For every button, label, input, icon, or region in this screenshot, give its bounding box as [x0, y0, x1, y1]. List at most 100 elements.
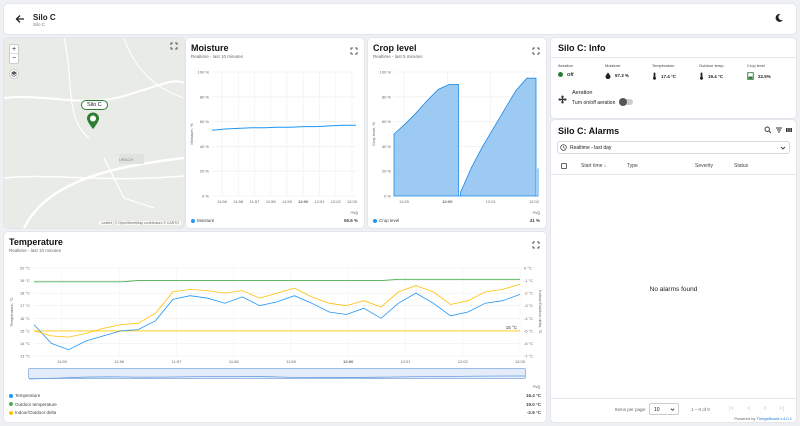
y-tick-label-right: -4 °C — [524, 316, 533, 321]
y-tick-label: 40 % — [382, 144, 392, 149]
column-severity[interactable]: Severity — [695, 163, 714, 169]
y-tick-label-right: -3 °C — [524, 303, 533, 308]
info-label: Moisture — [605, 63, 621, 68]
column-start-time[interactable]: Start time ↓ — [581, 163, 606, 169]
fan-icon — [558, 95, 567, 104]
y-tick-label: 20 % — [382, 169, 392, 174]
status-dot-icon — [558, 72, 563, 77]
zoom-in-button[interactable]: + — [10, 46, 18, 54]
search-icon[interactable] — [764, 126, 772, 134]
moisture-legend-item[interactable]: Moisture — [191, 218, 214, 223]
columns-icon[interactable] — [785, 126, 793, 134]
crop-point — [471, 167, 472, 168]
empty-state-message: No alarms found — [649, 286, 698, 293]
map-marker-label[interactable]: Silo C — [81, 100, 108, 110]
info-title: Silo C: Info — [558, 43, 606, 53]
time-window-select[interactable]: Realtime - last day — [557, 141, 790, 154]
aeration-toggle[interactable] — [619, 98, 633, 106]
zoom-control: + − — [9, 44, 19, 64]
map-widget[interactable]: + − Silo C URACH Leaflet | © OpenStreetM… — [4, 38, 184, 228]
map-attribution[interactable]: Leaflet | © OpenStreetMap contributors ©… — [99, 221, 181, 225]
y-tick-label: 0 % — [202, 194, 209, 199]
y-tick-label-left: 15 °C — [20, 328, 30, 333]
x-tick-label: 11:57 — [172, 359, 182, 364]
layers-button[interactable] — [9, 69, 19, 79]
fullscreen-icon[interactable] — [532, 241, 540, 249]
crop-legend-label: Crop level — [379, 218, 400, 223]
items-per-page-value: 10 — [654, 407, 660, 413]
x-tick-label: 11:59 — [286, 359, 296, 364]
temperature-title: Temperature — [9, 237, 63, 247]
crop-point — [393, 133, 395, 135]
fullscreen-icon[interactable] — [532, 47, 540, 55]
temperature-chart[interactable]: 20 °C 0 °C 19 °C -1 °C 18 °C -2 °C 17 °C -3 °C 1… — [4, 256, 546, 386]
fullscreen-icon[interactable] — [350, 47, 358, 55]
zoom-out-button[interactable]: − — [11, 55, 17, 62]
y-tick-label: 40 % — [200, 144, 210, 149]
info-value: 19.4 °C — [708, 73, 724, 79]
moisture-chart[interactable]: 100 % 80 % 60 % 40 % 20 % 0 % 11:56 11:58 11:57 1… — [186, 60, 364, 210]
crop-chart[interactable]: 100 % 80 % 60 % 40 % 20 % 0 % 11:59 12:00 12:01 1… — [368, 60, 546, 210]
y-tick-label: 80 % — [200, 94, 210, 99]
y-axis-label-left: Temperature, °C — [9, 297, 14, 326]
x-tick-label: 11:59 — [399, 199, 409, 204]
moisture-series-line — [211, 124, 356, 131]
crop-point — [460, 191, 461, 193]
y-axis-label: Crop level, % — [371, 122, 376, 146]
map-marker-icon[interactable] — [86, 112, 100, 130]
y-tick-label-right: -2 °C — [524, 291, 533, 296]
previous-page-button[interactable]: < — [747, 406, 751, 412]
info-temperature: Temperature 17.4 °C — [652, 63, 676, 80]
legend-label: Temperature — [15, 393, 41, 398]
threshold-label: 15 °C — [506, 325, 518, 330]
y-axis-label: Moisture, % — [189, 123, 194, 145]
last-page-button[interactable]: >| — [779, 406, 785, 412]
legend-value: 19.0 °C — [525, 401, 541, 407]
dark-mode-icon[interactable] — [774, 13, 784, 23]
temperature-legend-head: Avg — [532, 384, 540, 389]
legend-item[interactable]: Indoor/Outdoor delta -2.6 °C — [9, 410, 541, 419]
info-label: Temperature — [652, 63, 675, 68]
fullscreen-icon[interactable] — [170, 42, 178, 50]
back-arrow-icon[interactable] — [14, 13, 26, 25]
alarms-title: Silo C: Alarms — [558, 126, 620, 136]
divider — [551, 57, 796, 58]
powered-by-label: Powered by — [734, 416, 756, 421]
moisture-legend-head: Avg — [350, 210, 358, 215]
filter-icon[interactable] — [775, 126, 783, 134]
info-label: Crop level — [747, 63, 766, 68]
crop-legend-head: Avg — [532, 210, 540, 215]
y-tick-label-left: 17 °C — [20, 303, 30, 308]
time-range-slider[interactable] — [28, 368, 526, 380]
first-page-button[interactable]: |< — [729, 406, 735, 412]
chevron-down-icon — [670, 408, 675, 411]
y-tick-label-right: 0 °C — [524, 266, 532, 271]
column-status[interactable]: Status — [734, 163, 749, 169]
top-bar: Silo C Silo C — [4, 4, 796, 34]
column-type[interactable]: Type — [627, 163, 638, 169]
pagination-range: 1 – 0 of 0 — [691, 407, 710, 412]
crop-legend-item[interactable]: Crop level — [373, 218, 399, 223]
map-place-label: URACH — [119, 157, 134, 162]
thermometer-icon — [653, 72, 656, 80]
crop-point — [504, 108, 506, 110]
silo-info-widget: Silo C: Info Aeration Off Moisture 57.3 … — [551, 38, 796, 118]
legend-item[interactable]: Temperature 16.4 °C — [9, 393, 541, 402]
y-tick-label-left: 16 °C — [20, 316, 30, 321]
x-tick-label: 12:02 — [458, 359, 469, 364]
series-line-outdoor-temperature — [34, 278, 520, 283]
y-tick-label: 0 % — [384, 194, 391, 199]
layers-icon — [10, 71, 18, 77]
select-all-checkbox[interactable] — [561, 163, 567, 169]
next-page-button[interactable]: > — [763, 406, 767, 412]
legend-item[interactable]: Outdoor temperature 19.0 °C — [9, 402, 541, 411]
x-tick-label: 12:00 — [442, 199, 453, 204]
x-tick-label: 11:57 — [250, 199, 260, 204]
navigator-sparkline — [28, 375, 526, 380]
series-line-indoor-outdoor-delta — [33, 283, 521, 338]
items-per-page-select[interactable]: 10 — [649, 403, 679, 415]
map-canvas[interactable] — [4, 38, 184, 228]
legend-color-swatch — [9, 402, 13, 407]
thingsboard-link[interactable]: ThingsBoard v.4.0.1 — [756, 416, 792, 421]
crop-point — [482, 146, 484, 147]
